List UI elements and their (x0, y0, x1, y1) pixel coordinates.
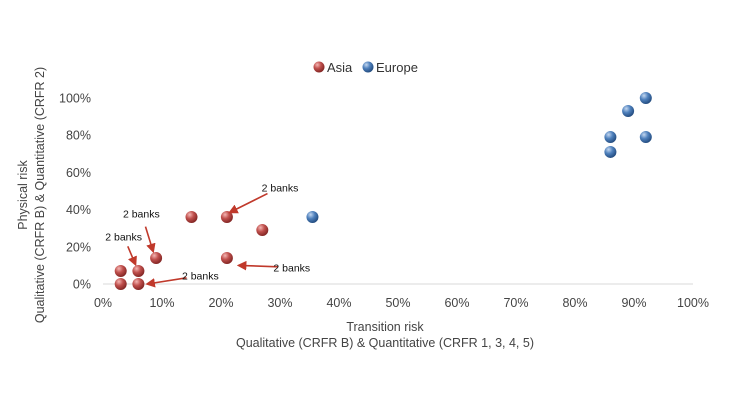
annotations: 2 banks 2 banks 2 banks 2 banks 2 banks (105, 182, 310, 288)
y-tick-label: 40% (66, 203, 91, 217)
y-tick-label: 20% (66, 240, 91, 254)
annotation-label: 2 banks (273, 262, 310, 274)
data-point-europe (639, 131, 652, 144)
y-tick-label: 60% (66, 166, 91, 180)
x-tick-labels: 0% 10% 20% 30% 40% 50% 60% 70% 80% 90% 100% (94, 296, 709, 310)
annotation-arrow (228, 192, 268, 214)
x-tick-label: 80% (562, 296, 587, 310)
annotation-arrow (144, 226, 156, 254)
data-point-asia (132, 278, 145, 290)
annotation-label: 2 banks (182, 271, 219, 283)
y-tick-label: 0% (73, 278, 91, 292)
legend-marker-asia (313, 61, 325, 73)
data-point-europe (306, 211, 319, 224)
annotation-label: 2 banks (262, 182, 299, 194)
data-point-europe (604, 145, 617, 158)
x-tick-label: 40% (326, 296, 351, 310)
data-point-asia (185, 211, 198, 224)
x-tick-label: 100% (677, 296, 709, 310)
x-tick-label: 0% (94, 296, 112, 310)
legend-label-asia: Asia (327, 60, 353, 75)
data-point-asia (150, 251, 163, 264)
legend-marker-europe (362, 61, 374, 73)
annotation-label: 2 banks (105, 232, 142, 244)
x-tick-label: 20% (208, 296, 233, 310)
data-point-asia (220, 251, 233, 264)
data-point-asia (256, 224, 269, 237)
annotation-arrow (236, 260, 278, 271)
data-point-europe (639, 92, 652, 104)
x-tick-label: 60% (444, 296, 469, 310)
x-tick-label: 10% (149, 296, 174, 310)
data-point-asia (132, 264, 145, 277)
data-points (114, 92, 652, 290)
legend: Asia Europe (313, 60, 418, 75)
y-tick-label: 100% (59, 92, 91, 106)
y-tick-label: 80% (66, 129, 91, 143)
data-point-asia (220, 211, 233, 224)
annotation-label: 2 banks (123, 208, 160, 220)
data-point-asia (114, 278, 127, 290)
data-point-europe (604, 131, 617, 144)
y-axis-title-line-2: Qualitative (CRFR B) & Quantitative (CRF… (33, 67, 47, 323)
x-tick-label: 70% (503, 296, 528, 310)
legend-label-europe: Europe (376, 60, 418, 75)
data-point-europe (622, 105, 635, 118)
y-axis-title-line-1: Physical risk (16, 160, 30, 230)
data-point-asia (114, 264, 127, 277)
axis-titles: Transition risk Qualitative (CRFR B) & Q… (16, 67, 534, 350)
x-tick-label: 30% (267, 296, 292, 310)
x-axis-title-line-1: Transition risk (346, 320, 424, 334)
x-tick-label: 90% (621, 296, 646, 310)
annotation-arrow (127, 246, 137, 267)
x-axis-title-line-2: Qualitative (CRFR B) & Quantitative (CRF… (236, 336, 534, 350)
y-tick-labels: 0% 20% 40% 60% 80% 100% (59, 92, 91, 292)
annotation-arrow (145, 277, 187, 288)
x-tick-label: 50% (385, 296, 410, 310)
